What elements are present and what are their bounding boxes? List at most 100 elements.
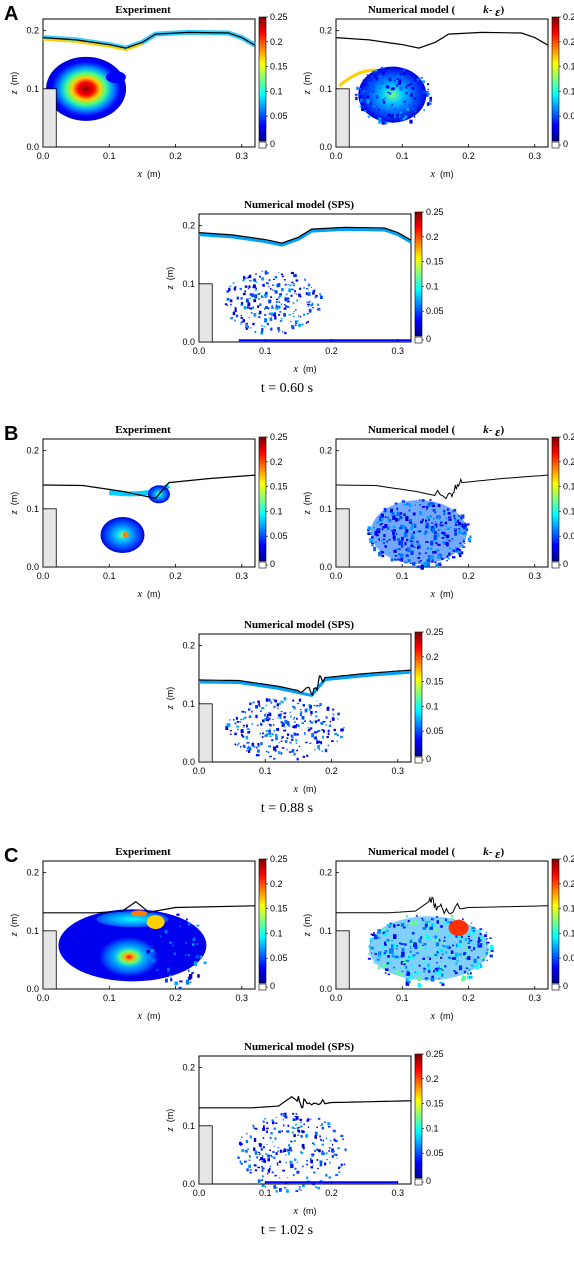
velocity-speck: [456, 960, 459, 962]
velocity-speck: [283, 304, 286, 306]
velocity-speck: [410, 970, 413, 973]
velocity-speck: [293, 706, 296, 710]
x-tick-label: 0.2: [462, 571, 475, 581]
x-tick-label: 0.3: [528, 151, 541, 161]
velocity-speck: [424, 977, 429, 980]
velocity-speck: [243, 306, 247, 310]
velocity-speck: [266, 717, 268, 719]
velocity-speck: [307, 313, 309, 315]
velocity-speck: [278, 272, 280, 274]
velocity-speck: [447, 945, 450, 949]
velocity-speck: [406, 107, 410, 111]
velocity-speck: [433, 518, 435, 520]
velocity-speck: [294, 274, 298, 278]
velocity-speck: [253, 299, 257, 303]
free-surface: [198, 226, 412, 244]
title-epsilon: ε: [495, 846, 501, 861]
velocity-speck: [236, 314, 239, 318]
velocity-speck: [269, 299, 272, 303]
velocity-speck: [412, 107, 415, 110]
velocity-speck: [230, 317, 233, 320]
velocity-speck: [479, 943, 483, 948]
colorbar-tick-label: 0.15: [270, 904, 288, 914]
velocity-speck: [303, 313, 306, 316]
velocity-speck: [460, 514, 465, 519]
velocity-speck: [281, 330, 284, 333]
velocity-speck: [251, 742, 255, 747]
velocity-speck: [427, 88, 430, 90]
velocity-speck: [414, 525, 417, 528]
velocity-speck: [249, 1169, 252, 1171]
velocity-speck: [266, 282, 268, 284]
velocity-speck: [387, 113, 391, 117]
velocity-speck: [467, 946, 471, 949]
velocity-speck: [295, 308, 297, 311]
velocity-speck: [319, 293, 322, 295]
velocity-speck: [293, 1140, 296, 1142]
velocity-speck: [266, 718, 269, 722]
velocity-speck: [175, 945, 177, 948]
velocity-speck: [317, 744, 320, 749]
velocity-speck: [185, 942, 187, 944]
velocity-speck: [429, 96, 432, 101]
velocity-speck: [256, 749, 260, 753]
velocity-speck: [296, 717, 298, 720]
velocity-speck: [429, 502, 433, 505]
velocity-speck: [326, 1159, 328, 1161]
velocity-speck: [253, 1147, 256, 1151]
velocity-speck: [284, 283, 287, 285]
velocity-speck: [265, 1153, 268, 1156]
velocity-speck: [167, 967, 170, 972]
velocity-speck: [276, 728, 280, 731]
velocity-speck: [479, 928, 483, 930]
velocity-speck: [261, 1180, 264, 1181]
colorbar: [551, 436, 560, 562]
velocity-speck: [419, 511, 423, 516]
z-axis-label: z(m): [165, 267, 176, 290]
velocity-speck: [286, 297, 289, 301]
velocity-speck: [417, 983, 421, 988]
velocity-speck: [321, 1143, 324, 1146]
velocity-speck: [463, 522, 466, 524]
velocity-speck: [456, 548, 460, 551]
velocity-speck: [377, 929, 381, 934]
velocity-speck: [299, 1118, 303, 1121]
velocity-speck: [425, 509, 427, 511]
x-tick-label: 0.1: [259, 766, 272, 776]
velocity-speck: [411, 932, 415, 935]
velocity-speck: [374, 530, 378, 536]
velocity-speck: [409, 921, 413, 925]
velocity-speck: [318, 307, 321, 309]
velocity-speck: [266, 322, 269, 326]
colorbar-tick-label: 0.25: [270, 854, 288, 864]
velocity-speck: [436, 549, 440, 552]
velocity-speck: [436, 920, 439, 924]
vortex-blob: [358, 66, 427, 123]
velocity-speck: [374, 96, 376, 98]
velocity-speck: [257, 305, 260, 308]
velocity-speck: [396, 114, 399, 117]
velocity-speck: [196, 954, 200, 959]
velocity-speck: [273, 746, 277, 751]
velocity-speck: [292, 284, 296, 287]
velocity-speck: [375, 541, 377, 544]
velocity-speck: [425, 94, 428, 96]
velocity-speck: [297, 1127, 300, 1129]
title-dash: -: [489, 846, 495, 858]
z-tick-label: 0.2: [182, 221, 195, 231]
velocity-speck: [479, 945, 481, 948]
velocity-speck: [285, 305, 288, 308]
velocity-speck: [398, 553, 401, 556]
velocity-speck: [318, 1149, 321, 1153]
velocity-speck: [444, 936, 446, 939]
velocity-speck: [280, 752, 283, 755]
velocity-speck: [477, 940, 480, 944]
z-tick-label: 0.2: [319, 868, 332, 878]
velocity-speck: [410, 536, 415, 540]
velocity-speck: [409, 974, 413, 977]
velocity-speck: [311, 303, 314, 306]
velocity-speck: [441, 983, 445, 986]
velocity-speck: [256, 746, 258, 749]
velocity-speck: [388, 92, 392, 95]
velocity-speck: [291, 281, 294, 284]
